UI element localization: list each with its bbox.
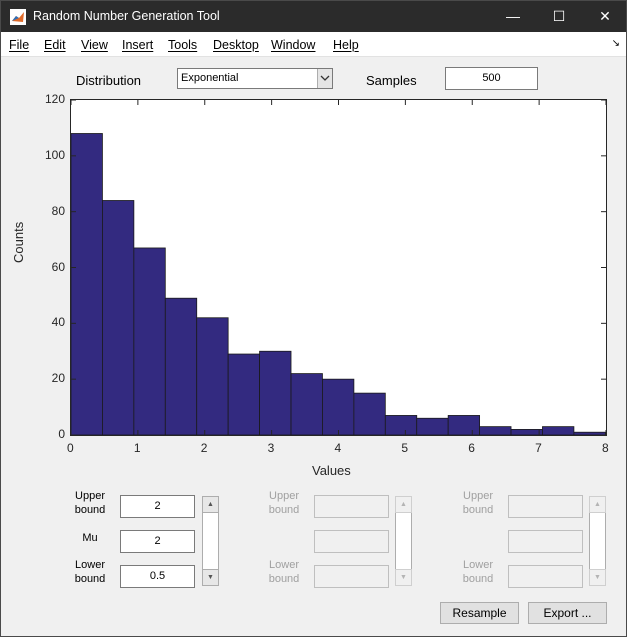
- mid-input-3: [508, 530, 583, 553]
- histogram-bar: [510, 429, 543, 435]
- histogram-bar: [322, 378, 355, 435]
- slider-up-button-2: ▲: [395, 496, 412, 513]
- mu-label: Mu: [82, 532, 98, 544]
- resample-button[interactable]: Resample: [440, 602, 519, 624]
- slider-track-3: [589, 513, 606, 569]
- x-tick-label: 1: [133, 441, 141, 455]
- triangle-down-icon: ▼: [400, 574, 407, 581]
- slider-down-button-2: ▼: [395, 569, 412, 586]
- minimize-button[interactable]: —: [490, 1, 536, 32]
- upper-bound-label-3: Upper bound: [462, 490, 494, 516]
- upper-bound-input[interactable]: 2: [120, 495, 195, 518]
- menu-bar: File Edit View Insert Tools Desktop Wind…: [1, 32, 626, 57]
- mid-input-2: [314, 530, 389, 553]
- param-slider-2: ▲ ▼: [395, 496, 412, 586]
- slider-down-button-3: ▼: [589, 569, 606, 586]
- slider-track-2: [395, 513, 412, 569]
- x-tick-label: 7: [535, 441, 542, 455]
- close-button[interactable]: ✕: [582, 1, 627, 32]
- triangle-down-icon: ▼: [207, 574, 214, 581]
- triangle-up-icon: ▲: [400, 501, 407, 508]
- menu-edit[interactable]: Edit: [44, 38, 66, 52]
- lower-bound-input[interactable]: 0.5: [120, 565, 195, 588]
- y-tick-label: 0: [58, 427, 65, 441]
- lower-bound-label: Lower bound: [74, 559, 106, 585]
- export-button[interactable]: Export ...: [528, 602, 607, 624]
- y-tick-label: 40: [51, 315, 65, 330]
- upper-bound-label-2: Upper bound: [268, 490, 300, 516]
- minimize-icon: —: [506, 8, 520, 24]
- title-bar: Random Number Generation Tool — ☐ ✕: [1, 1, 626, 32]
- y-tick-label: 100: [44, 147, 65, 162]
- y-tick-label: 20: [51, 371, 65, 386]
- triangle-up-icon: ▲: [207, 501, 214, 508]
- histogram-axes: [70, 99, 607, 436]
- histogram-bar: [259, 350, 292, 435]
- x-tick-label: 3: [267, 441, 275, 455]
- dropdown-arrow[interactable]: [317, 69, 332, 88]
- histogram-bar: [102, 200, 135, 435]
- x-axis-title: Values: [312, 463, 351, 478]
- histogram-bar: [353, 392, 386, 435]
- close-icon: ✕: [599, 8, 611, 24]
- histogram-bar: [384, 415, 418, 435]
- menu-desktop[interactable]: Desktop: [213, 38, 259, 52]
- param-slider-1[interactable]: ▲ ▼: [202, 496, 219, 586]
- upper-bound-input-3: [508, 495, 583, 518]
- histogram-bar: [227, 353, 260, 435]
- histogram-bar: [479, 426, 512, 435]
- menu-tools[interactable]: Tools: [168, 38, 198, 52]
- maximize-button[interactable]: ☐: [536, 1, 582, 32]
- histogram-bar: [542, 426, 575, 435]
- slider-down-button[interactable]: ▼: [202, 569, 219, 586]
- x-tick-label: 4: [334, 441, 342, 455]
- samples-input[interactable]: 500: [445, 67, 538, 90]
- menu-help[interactable]: Help: [333, 38, 359, 52]
- histogram-bar: [164, 297, 198, 435]
- samples-label: Samples: [366, 73, 417, 88]
- mu-input[interactable]: 2: [120, 530, 195, 553]
- lower-bound-label-3: Lower bound: [462, 559, 494, 585]
- distribution-dropdown[interactable]: Exponential: [177, 68, 333, 89]
- y-axis-title: Counts: [11, 221, 26, 263]
- histogram-bar: [447, 415, 481, 435]
- lower-bound-label-2: Lower bound: [268, 559, 300, 585]
- menu-insert[interactable]: Insert: [122, 38, 154, 52]
- histogram-bar: [573, 431, 606, 435]
- slider-track[interactable]: [202, 513, 219, 569]
- upper-bound-label: Upper bound: [74, 490, 106, 516]
- x-tick-label: 5: [401, 441, 409, 455]
- triangle-up-icon: ▲: [594, 501, 601, 508]
- dock-arrow-icon[interactable]: ↘: [611, 38, 620, 49]
- menu-view[interactable]: View: [81, 38, 108, 52]
- distribution-label: Distribution: [76, 73, 142, 88]
- lower-bound-input-2: [314, 565, 389, 588]
- slider-up-button[interactable]: ▲: [202, 496, 219, 513]
- lower-bound-input-3: [508, 565, 583, 588]
- histogram-bar: [290, 373, 323, 435]
- menu-file[interactable]: File: [9, 38, 30, 52]
- matlab-logo-icon: [10, 9, 26, 25]
- x-tick-label: 6: [468, 441, 475, 455]
- maximize-icon: ☐: [552, 8, 566, 24]
- x-tick-label: 0: [67, 441, 74, 455]
- distribution-value: Exponential: [181, 72, 239, 84]
- histogram-bar: [71, 133, 103, 435]
- histogram-bar: [133, 247, 166, 435]
- x-tick-label: 8: [602, 441, 609, 455]
- x-tick-label: 2: [200, 441, 208, 455]
- histogram-bar: [416, 417, 449, 435]
- slider-up-button-3: ▲: [589, 496, 606, 513]
- chevron-down-icon: [320, 75, 330, 81]
- y-tick-label: 80: [51, 203, 65, 218]
- y-tick-label: 60: [51, 259, 65, 274]
- window-title: Random Number Generation Tool: [33, 9, 220, 23]
- y-tick-label: 120: [44, 92, 65, 106]
- triangle-down-icon: ▼: [594, 574, 601, 581]
- upper-bound-input-2: [314, 495, 389, 518]
- param-slider-3: ▲ ▼: [589, 496, 606, 586]
- histogram-bar: [196, 317, 229, 435]
- menu-window[interactable]: Window: [271, 38, 316, 52]
